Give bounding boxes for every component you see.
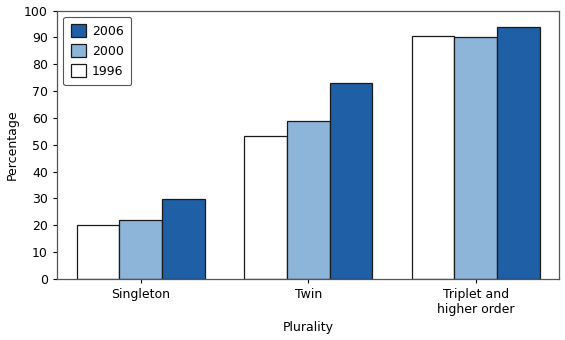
Bar [162,200,205,279]
Bar [497,27,540,279]
Bar [119,220,162,279]
Bar [287,121,329,279]
X-axis label: Plurality: Plurality [282,321,334,335]
Bar [454,37,497,279]
Legend: 2006, 2000, 1996: 2006, 2000, 1996 [63,17,132,85]
Y-axis label: Percentage: Percentage [6,109,19,180]
Bar [77,225,119,279]
Bar [329,83,372,279]
Bar [244,136,287,279]
Bar [412,36,454,279]
